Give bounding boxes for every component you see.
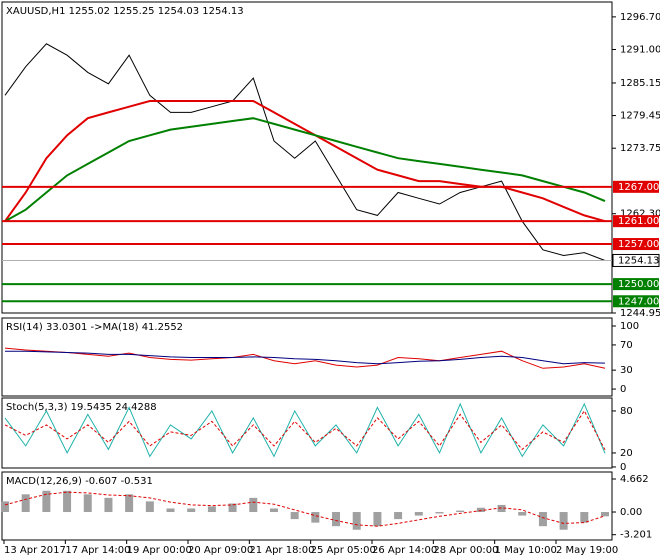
macd-bar bbox=[290, 512, 299, 520]
x-tick-label: 13 Apr 2017 bbox=[4, 545, 66, 556]
indicator-value: 19.5435 bbox=[71, 402, 112, 413]
ma-value: 41.2552 bbox=[142, 322, 183, 333]
macd-bar bbox=[601, 512, 609, 517]
macd-bar bbox=[580, 512, 589, 523]
macd-bar bbox=[228, 503, 237, 513]
x-tick-label: 20 Apr 09:00 bbox=[188, 545, 253, 556]
y-tick-label: 1296.70 bbox=[620, 12, 660, 23]
indicator-title: XAUUSD,H1 bbox=[6, 6, 65, 17]
level-label-box bbox=[613, 295, 659, 308]
ohlc-value: 1254.03 bbox=[158, 6, 199, 17]
y-tick-label: 1285.15 bbox=[620, 78, 660, 89]
indicator-title: Stoch(5,3,3) bbox=[6, 402, 68, 413]
level-label-box bbox=[613, 278, 659, 291]
macd-bar bbox=[476, 507, 485, 513]
macd-bar bbox=[63, 490, 72, 513]
y-tick-label: -3.201 bbox=[620, 530, 652, 541]
indicator-title: RSI(14) bbox=[6, 322, 43, 333]
macd-bar bbox=[373, 512, 382, 527]
x-tick-label: 17 Apr 14:00 bbox=[65, 545, 130, 556]
signal-value: 24.4288 bbox=[115, 402, 156, 413]
y-tick-label: 1291.00 bbox=[620, 44, 660, 55]
current-price-label: 1254.13 bbox=[618, 255, 659, 266]
y-tick-label: 0 bbox=[620, 462, 626, 473]
y-tick-label: 1262.30 bbox=[620, 209, 660, 220]
macd-bar bbox=[83, 494, 92, 513]
signal-value: -0.531 bbox=[121, 476, 153, 487]
x-tick-label: 2 May 19:00 bbox=[556, 545, 618, 556]
level-label: 1257.00 bbox=[618, 239, 659, 250]
macd-bar bbox=[21, 494, 30, 513]
macd-bar bbox=[518, 512, 527, 516]
macd-bar bbox=[435, 512, 444, 514]
level-label-box bbox=[613, 180, 659, 193]
indicator-value: -0.607 bbox=[85, 476, 117, 487]
y-tick-label: 80 bbox=[620, 406, 633, 417]
macd-bar bbox=[187, 508, 196, 513]
indicator-value: 33.0301 bbox=[46, 322, 87, 333]
y-tick-label: 30 bbox=[620, 365, 633, 376]
macd-bar bbox=[414, 512, 423, 516]
macd-bar bbox=[538, 512, 547, 527]
y-tick-label: 20 bbox=[620, 448, 633, 459]
x-tick-label: 21 Apr 18:00 bbox=[249, 545, 314, 556]
macd-bar bbox=[352, 512, 361, 530]
macd-bar bbox=[311, 512, 320, 523]
macd-bar bbox=[104, 497, 113, 513]
level-label: 1250.00 bbox=[618, 279, 659, 290]
y-tick-label: 1279.45 bbox=[620, 111, 660, 122]
x-tick-label: 19 Apr 00:00 bbox=[127, 545, 192, 556]
series-line bbox=[4, 491, 606, 527]
x-tick-label: 1 May 10:00 bbox=[495, 545, 557, 556]
panel-header: MACD(12,26,9) -0.607 -0.531 bbox=[6, 476, 153, 487]
macd-bar bbox=[456, 510, 465, 513]
level-label-box bbox=[613, 238, 659, 251]
macd-bar bbox=[1, 501, 9, 513]
macd-bar bbox=[497, 504, 506, 513]
y-tick-label: 0 bbox=[620, 384, 626, 395]
panel-header: XAUUSD,H1 1255.02 1255.25 1254.03 1254.1… bbox=[6, 6, 244, 17]
current-price-box bbox=[612, 253, 660, 267]
level-label: 1247.00 bbox=[618, 296, 659, 307]
macd-bar bbox=[42, 490, 51, 513]
macd-bar bbox=[559, 512, 568, 530]
ohlc-value: 1255.25 bbox=[113, 6, 154, 17]
macd-bar bbox=[125, 494, 134, 513]
panel-header: RSI(14) 33.0301 ->MA(18) 41.2552 bbox=[6, 322, 183, 333]
y-tick-label: 0.00 bbox=[620, 507, 642, 518]
macd-bar bbox=[207, 506, 216, 513]
y-tick-label: 100 bbox=[620, 321, 639, 332]
series-line bbox=[4, 402, 606, 458]
y-tick-label: 1273.75 bbox=[620, 143, 660, 154]
level-label: 1267.00 bbox=[618, 182, 659, 193]
macd-bar bbox=[249, 497, 258, 513]
x-tick-label: 25 Apr 05:00 bbox=[311, 545, 376, 556]
series-line bbox=[4, 117, 606, 223]
macd-bar bbox=[166, 508, 175, 513]
x-tick-label: 28 Apr 00:00 bbox=[433, 545, 498, 556]
level-label: 1261.00 bbox=[618, 216, 659, 227]
panel-frame bbox=[1, 1, 613, 314]
series-line bbox=[5, 350, 606, 365]
ohlc-value: 1254.13 bbox=[202, 6, 243, 17]
x-tick-label: 26 Apr 14:00 bbox=[372, 545, 437, 556]
y-tick-label: 70 bbox=[620, 340, 633, 351]
macd-bar bbox=[394, 512, 403, 520]
y-tick-label: 4.662 bbox=[620, 474, 649, 485]
level-label-box bbox=[613, 215, 659, 228]
y-tick-label: 1244.95 bbox=[620, 308, 660, 319]
macd-bar bbox=[269, 508, 278, 513]
ohlc-value: 1255.02 bbox=[69, 6, 110, 17]
macd-bar bbox=[145, 501, 154, 513]
series-line bbox=[4, 347, 606, 369]
indicator-title: MACD(12,26,9) bbox=[6, 476, 82, 487]
panel-frame bbox=[1, 317, 613, 397]
panel-frame bbox=[1, 397, 613, 469]
panel-header: Stoch(5,3,3) 19.5435 24.4288 bbox=[6, 402, 157, 413]
macd-bar bbox=[332, 512, 341, 527]
ma-label: ->MA(18) bbox=[91, 322, 139, 333]
